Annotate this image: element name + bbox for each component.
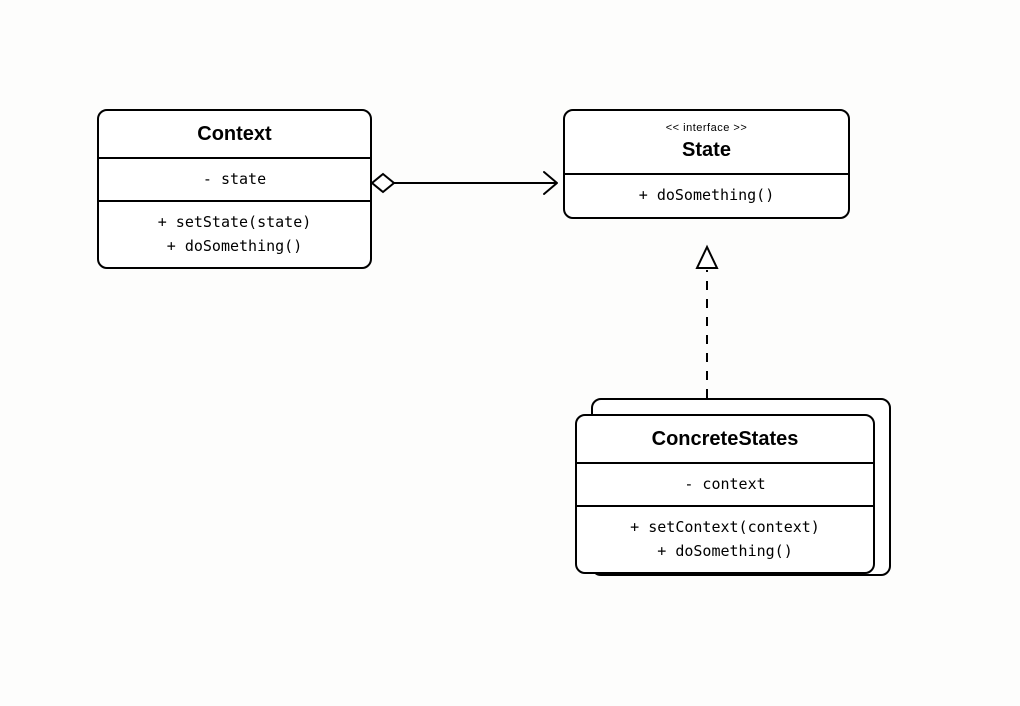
interface-state-methods: + doSomething() (565, 175, 848, 216)
interface-state-name: State (682, 139, 731, 161)
interface-state: << interface >> State + doSomething() (563, 109, 850, 219)
class-concrete-title: ConcreteStates (577, 416, 873, 464)
class-concrete-method-1: + doSomething() (585, 540, 865, 563)
class-concrete-attributes: - context (577, 464, 873, 507)
class-context: Context - state + setState(state) + doSo… (97, 109, 372, 269)
class-concrete-method-0: + setContext(context) (585, 516, 865, 539)
class-context-methods: + setState(state) + doSomething() (99, 202, 370, 267)
class-context-method-1: + doSomething() (107, 235, 362, 258)
class-concrete: ConcreteStates - context + setContext(co… (575, 414, 875, 574)
edge-concrete-realizes-state (697, 247, 717, 398)
edge-context-aggregates-state (372, 172, 557, 194)
interface-state-stereotype: << interface >> (573, 121, 840, 135)
class-context-title: Context (99, 111, 370, 159)
class-context-method-0: + setState(state) (107, 211, 362, 234)
class-context-attributes: - state (99, 159, 370, 202)
class-concrete-methods: + setContext(context) + doSomething() (577, 507, 873, 572)
interface-state-title: << interface >> State (565, 111, 848, 175)
connectors-layer (0, 0, 1020, 706)
